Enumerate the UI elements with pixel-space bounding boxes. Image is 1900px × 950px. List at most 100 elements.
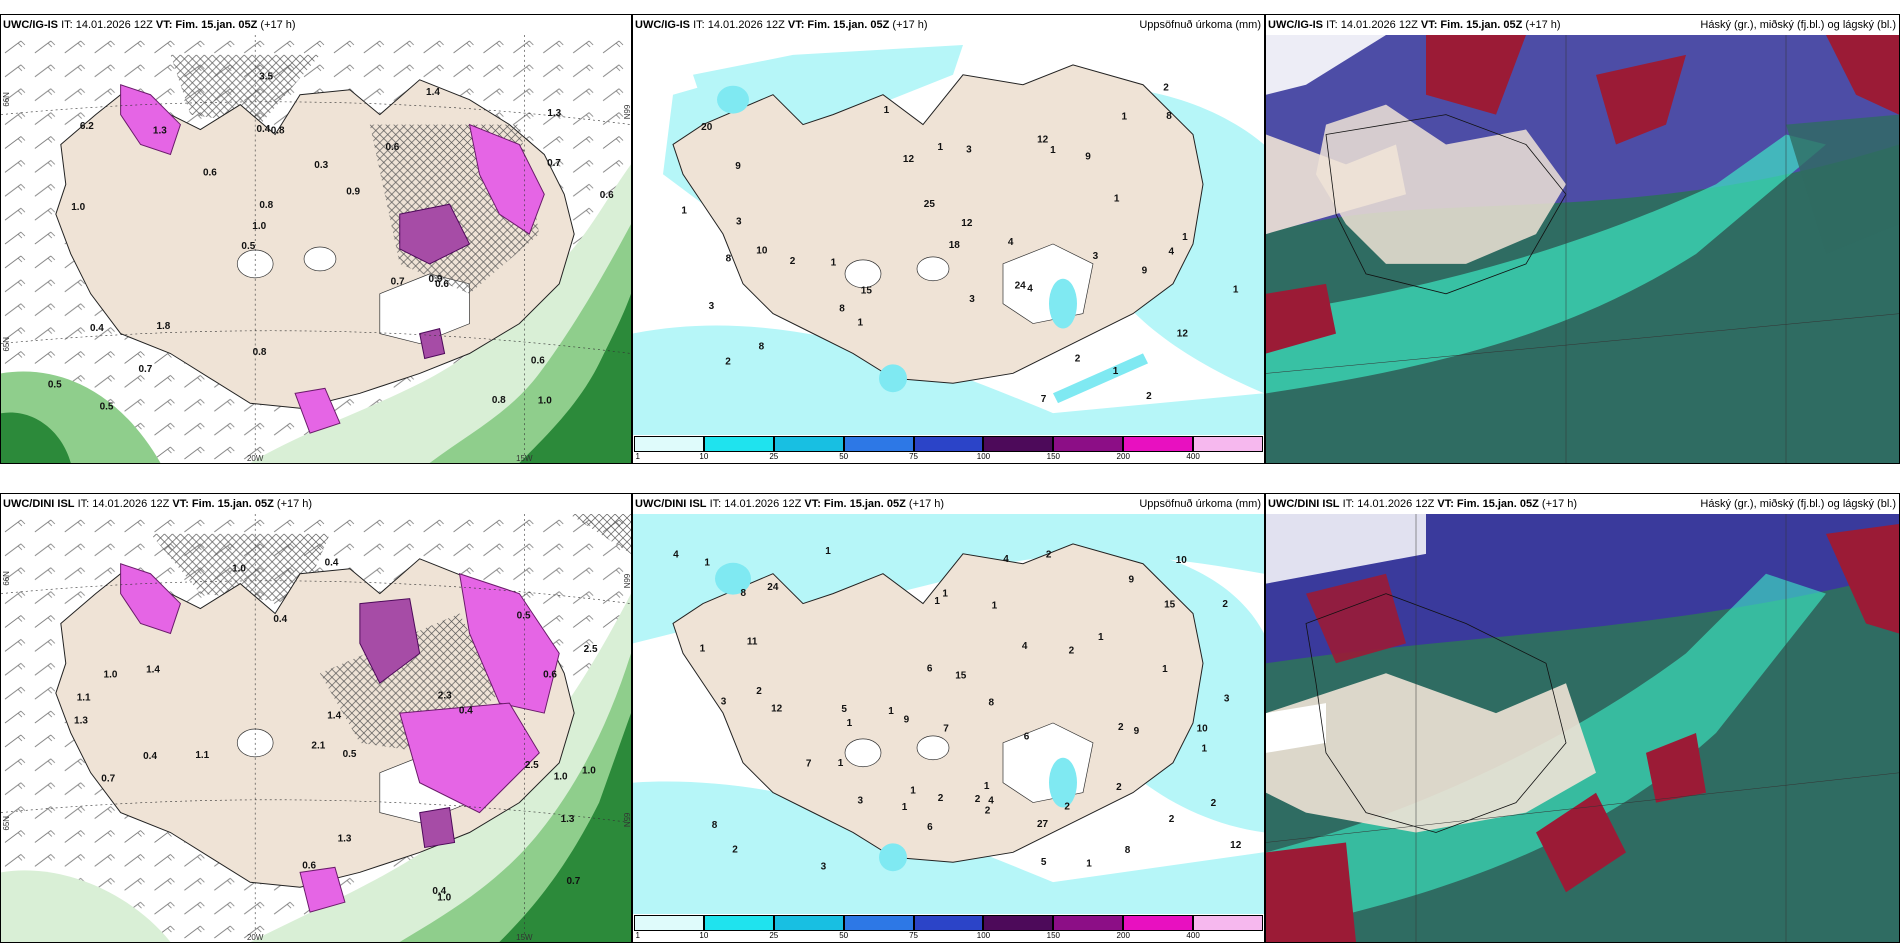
value-label: 9: [1085, 152, 1091, 163]
value-label: 0.5: [343, 749, 357, 760]
colorbar-swatch: [703, 436, 774, 452]
value-label: 18: [949, 240, 961, 251]
value-label: 8: [1166, 111, 1172, 122]
value-label: 1: [942, 589, 948, 600]
value-label: 7: [1041, 394, 1047, 405]
value-label: 3.5: [259, 72, 273, 83]
colorbar-tick: 25: [769, 931, 779, 940]
value-label: 0.4: [256, 124, 270, 135]
value-label: 1.3: [338, 833, 352, 844]
lon-label: 20W: [247, 454, 264, 463]
precip-title: Uppsöfnuð úrkoma (mm): [1139, 19, 1261, 31]
precip-map[interactable]: 2 2 1 4 2 2 1 12 24 27 2 5 2 2 1 2 1 15 3 1 2 5 1 1 1 1 1 1 1 2 4 3 4 6 12…: [633, 514, 1264, 914]
value-label: 3: [709, 301, 715, 312]
colorbar-swatch: [843, 915, 914, 931]
value-label: 2: [1211, 798, 1217, 809]
panel-header: UWC/DINI ISL IT: 14.01.2026 12Z VT: Fim.…: [1266, 494, 1899, 514]
value-label: 1.4: [426, 87, 440, 98]
init-time: IT: 14.01.2026 12Z: [693, 19, 785, 31]
value-label: 9: [1142, 266, 1148, 277]
model-label: UWC/DINI ISL: [3, 498, 75, 510]
colorbar-tick: 10: [699, 452, 709, 461]
value-label: 0.9: [429, 274, 443, 285]
value-label: 1: [831, 257, 837, 268]
cloud-map[interactable]: [1266, 35, 1899, 463]
colorbar-swatch: [1193, 915, 1263, 931]
value-label: 1.8: [157, 321, 171, 332]
value-label: 1: [1050, 145, 1056, 156]
lat-label: 65N: [622, 813, 631, 828]
value-label: 2: [1046, 550, 1052, 561]
colorbar-tick: 25: [769, 452, 779, 461]
value-label: 4: [1003, 554, 1009, 565]
wind-map[interactable]: 66N 65N 66N 65N 20W 15W 1.3 2.5 0.5 0.6 0.4 0…: [1, 514, 631, 942]
value-label: 0.8: [253, 347, 267, 358]
precip-colorbar: 1 10 25 50 75 100 150 200 400: [634, 915, 1263, 941]
value-label: 1: [1182, 232, 1188, 243]
value-label: 5: [841, 704, 847, 715]
value-label: 1.3: [153, 126, 167, 137]
colorbar-swatch: [1193, 436, 1263, 452]
valid-time: VT: Fim. 15.jan. 05Z: [155, 19, 258, 31]
value-label: 2.5: [525, 760, 539, 771]
colorbar-tick: 400: [1186, 931, 1200, 940]
cloud-map[interactable]: [1266, 514, 1899, 942]
value-label: 12: [1037, 134, 1049, 145]
lon-label: 15W: [516, 933, 533, 942]
lat-label: 66N: [2, 571, 11, 586]
value-label: 0.6: [385, 142, 399, 153]
init-time: IT: 14.01.2026 12Z: [77, 498, 170, 510]
wind-map[interactable]: 66N 65N 66N 20W 15W 1.0 1.0 1.3 0.5 0.6 0.5 0.…: [1, 35, 631, 463]
value-label: 9: [1129, 574, 1135, 585]
value-label: 1: [858, 318, 864, 329]
value-label: 6: [927, 822, 933, 833]
value-label: 2: [1118, 722, 1124, 733]
colorbar-swatch: [983, 436, 1054, 452]
value-label: 1.3: [561, 814, 575, 825]
value-label: 10: [1176, 555, 1188, 566]
value-label: 2: [1222, 599, 1228, 610]
value-label: 2: [1169, 814, 1175, 825]
value-label: 2: [732, 844, 738, 855]
valid-time: VT: Fim. 15.jan. 05Z: [172, 498, 274, 510]
colorbar-tick: 400: [1186, 452, 1200, 461]
colorbar-swatch: [773, 436, 844, 452]
value-label: 0.6: [435, 279, 449, 290]
lat-label: 65N: [2, 337, 11, 352]
value-label: 8: [759, 342, 765, 353]
value-label: 10: [756, 246, 768, 257]
colorbar-tick: 150: [1046, 452, 1061, 461]
value-label: 7: [943, 723, 949, 734]
colorbar-swatch: [634, 436, 704, 452]
model-label: UWC/IG-IS: [3, 19, 58, 31]
panel-cloud-row2: UWC/DINI ISL IT: 14.01.2026 12Z VT: Fim.…: [1265, 493, 1900, 943]
value-label: 1.4: [146, 665, 160, 676]
precip-map[interactable]: 2 10 24 20 12 9 8 1 9 1 1 1 1 1 4 3 3 12 1 2 2 3 1 1 1 3 2 18 25 8 4 8 8…: [633, 35, 1264, 435]
value-label: 1: [902, 802, 908, 813]
value-label: 2: [756, 686, 762, 697]
value-label: 1.0: [554, 771, 568, 782]
colorbar-tick: 75: [909, 452, 918, 461]
lon-label: 15W: [516, 454, 533, 463]
value-label: 9: [735, 161, 741, 172]
value-label: 3: [858, 796, 864, 807]
value-label: 0.9: [346, 186, 360, 197]
valid-time: VT: Fim. 15.jan. 05Z: [787, 19, 890, 31]
init-time: IT: 14.01.2026 12Z: [709, 498, 802, 510]
value-label: 8: [1125, 845, 1131, 856]
value-label: 2: [1069, 645, 1075, 656]
value-label: 0.4: [90, 323, 104, 334]
value-label: 11: [747, 636, 758, 647]
value-label: 0.8: [259, 200, 273, 211]
colorbar-tick: 1: [635, 931, 640, 940]
value-label: 4: [1169, 247, 1175, 258]
value-label: 4: [1027, 283, 1033, 294]
model-label: UWC/IG-IS: [635, 19, 690, 31]
value-label: 4: [673, 549, 679, 560]
value-label: 24: [767, 582, 779, 593]
value-label: 9: [1134, 726, 1140, 737]
value-label: 20: [701, 122, 713, 133]
value-label: 1: [847, 718, 853, 729]
